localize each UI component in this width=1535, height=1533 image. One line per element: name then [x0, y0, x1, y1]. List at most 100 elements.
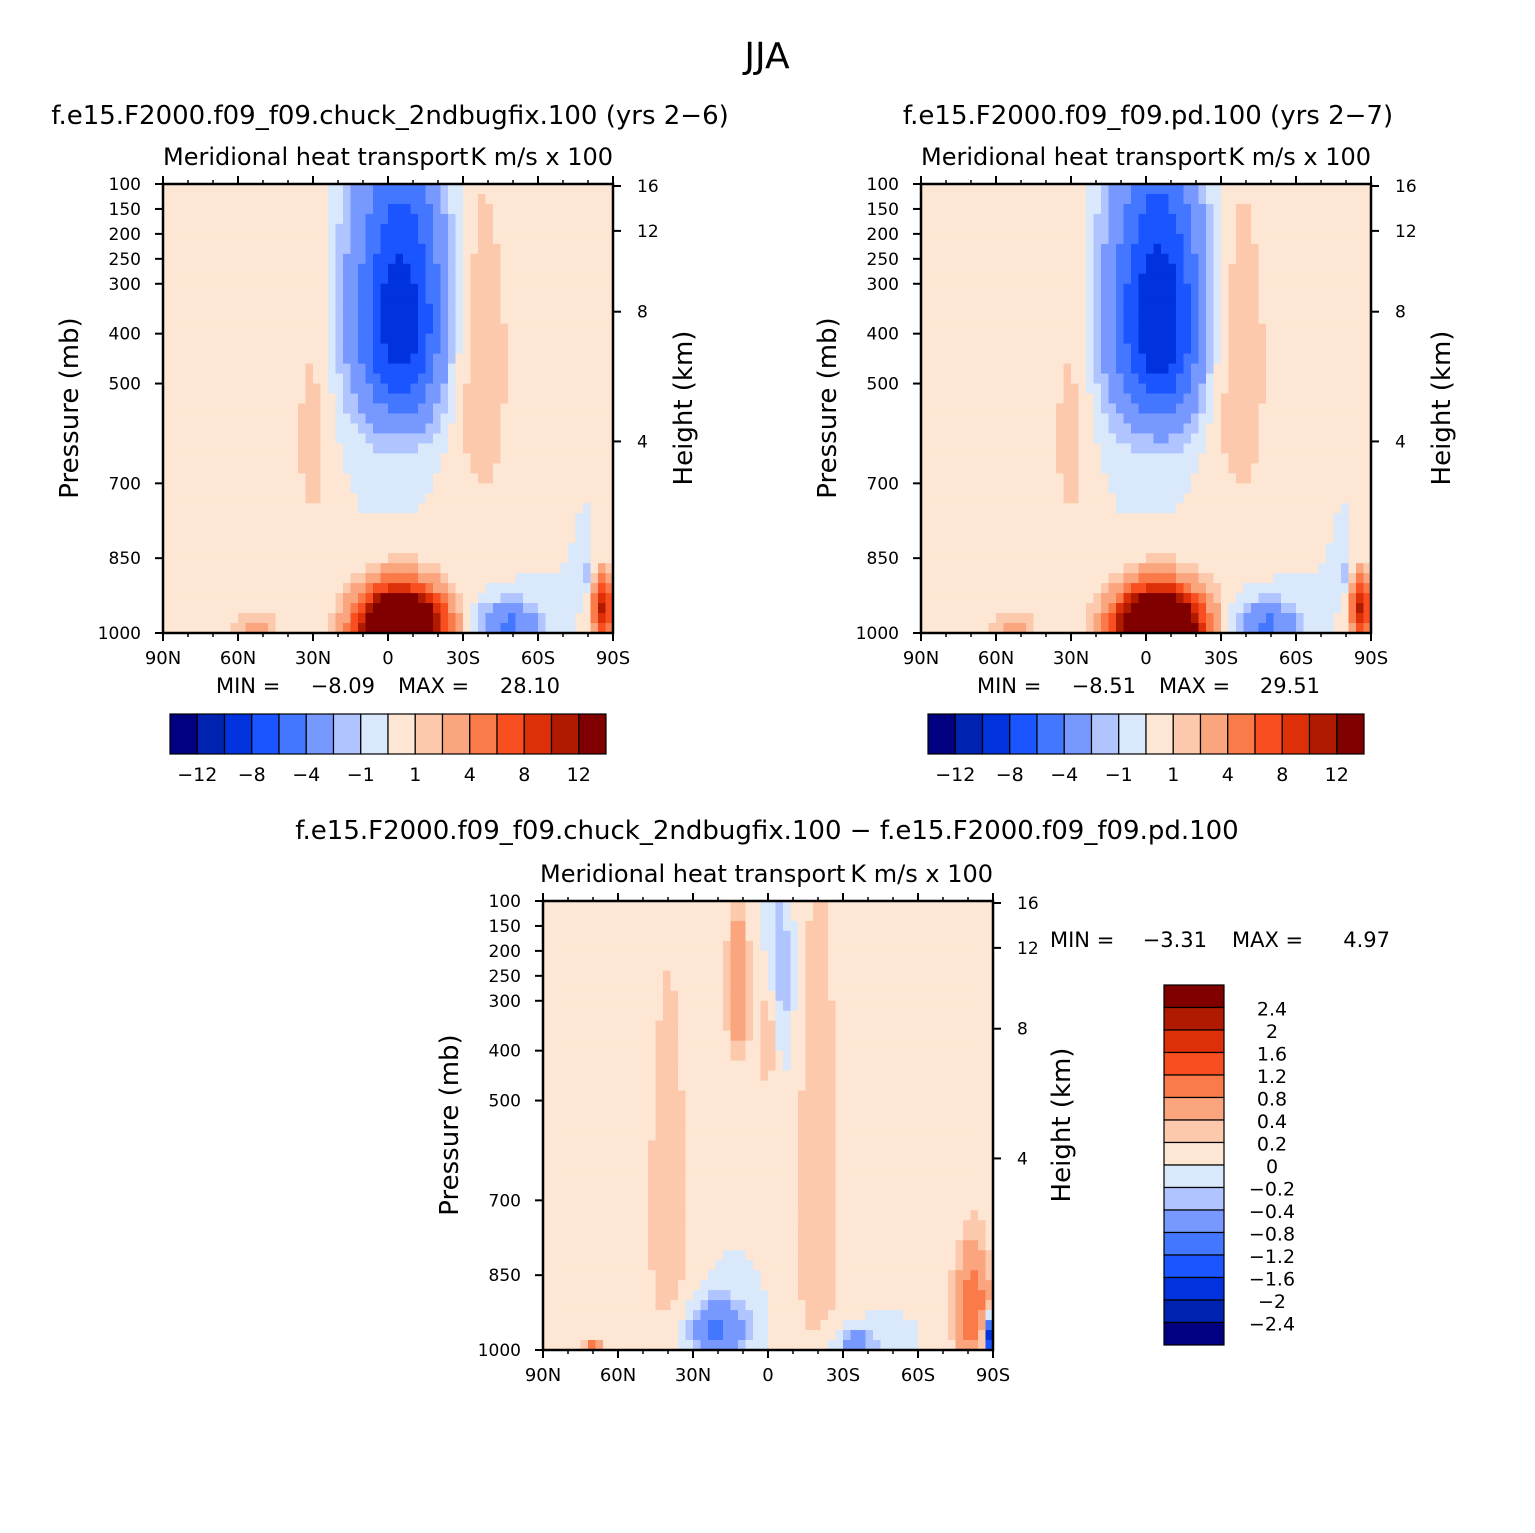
heatmap-cell	[1198, 463, 1207, 474]
heatmap-cell	[350, 363, 359, 375]
heatmap-cell	[260, 373, 269, 385]
panel-top-right: f.e15.F2000.f09_f09.pd.100 (yrs 2−7) Mer…	[813, 101, 1457, 786]
heatmap-cell	[200, 533, 209, 544]
heatmap-cell	[958, 323, 967, 335]
heatmap-cell	[1138, 293, 1147, 305]
heatmap-cell	[200, 563, 209, 574]
heatmap-cell	[170, 193, 179, 205]
heatmap-cell	[343, 303, 352, 315]
heatmap-cell	[448, 403, 457, 415]
heatmap-cell	[1221, 413, 1230, 425]
heatmap-cell	[1026, 313, 1035, 325]
heatmap-cell	[170, 293, 179, 305]
heatmap-cell	[493, 593, 502, 604]
heatmap-cell	[253, 413, 262, 425]
heatmap-cell	[1258, 323, 1267, 335]
heatmap-cell	[418, 473, 427, 484]
heatmap-cell	[245, 563, 254, 574]
heatmap-cell	[440, 184, 449, 195]
heatmap-cell	[1108, 313, 1117, 325]
heatmap-cell	[1131, 523, 1140, 534]
heatmap-cell	[253, 453, 262, 464]
heatmap-cell	[1221, 463, 1230, 474]
heatmap-cell	[478, 473, 487, 484]
heatmap-cell	[463, 373, 472, 385]
heatmap-cell	[245, 613, 254, 624]
heatmap-cell	[478, 323, 487, 335]
heatmap-cell	[973, 453, 982, 464]
heatmap-cell	[1011, 533, 1020, 544]
heatmap-cell	[1048, 263, 1057, 275]
heatmap-cell	[238, 473, 247, 484]
heatmap-cell	[553, 523, 562, 534]
heatmap-cell	[1101, 513, 1110, 524]
heatmap-cell	[590, 213, 599, 225]
heatmap-cell	[1198, 333, 1207, 345]
heatmap-cell	[553, 303, 562, 315]
heatmap-cell	[215, 213, 224, 225]
heatmap-cell	[223, 343, 232, 355]
heatmap-cell	[928, 443, 937, 454]
heatmap-cell	[1018, 383, 1027, 395]
heatmap-cell	[470, 563, 479, 574]
heatmap-cell	[1198, 273, 1207, 285]
heatmap-cell	[500, 593, 509, 604]
heatmap-cell	[981, 233, 990, 245]
heatmap-cell	[1206, 393, 1215, 405]
heatmap-cell	[418, 583, 427, 594]
heatmap-cell	[921, 543, 930, 554]
heatmap-cell	[1026, 253, 1035, 265]
heatmap-cell	[1356, 373, 1365, 385]
heatmap-cell	[1108, 413, 1117, 425]
heatmap-cell	[1273, 523, 1282, 534]
heatmap-cell	[958, 333, 967, 345]
heatmap-cell	[575, 443, 584, 454]
heatmap-cell	[1063, 463, 1072, 474]
heatmap-cell	[275, 343, 284, 355]
heatmap-cell	[973, 213, 982, 225]
heatmap-cell	[343, 483, 352, 494]
heatmap-cell	[545, 413, 554, 425]
heatmap-cell	[1236, 353, 1245, 365]
heatmap-cell	[973, 403, 982, 415]
heatmap-cell	[538, 263, 547, 275]
heatmap-cell	[1213, 463, 1222, 474]
heatmap-cell	[1116, 184, 1125, 195]
heatmap-cell	[305, 573, 314, 584]
heatmap-cell	[1041, 493, 1050, 504]
heatmap-cell	[440, 233, 449, 245]
heatmap-cell	[530, 363, 539, 375]
heatmap-cell	[238, 513, 247, 524]
heatmap-cell	[1063, 233, 1072, 245]
heatmap-cell	[388, 443, 397, 454]
heatmap-cell	[395, 593, 404, 604]
heatmap-cell	[1093, 203, 1102, 215]
heatmap-cell	[575, 223, 584, 235]
heatmap-cell	[433, 593, 442, 604]
heatmap-cell	[958, 483, 967, 494]
heatmap-cell	[958, 223, 967, 235]
heatmap-cell	[260, 403, 269, 415]
heatmap-cell	[380, 563, 389, 574]
heatmap-cell	[1303, 273, 1312, 285]
heatmap-cell	[425, 413, 434, 425]
heatmap-cell	[1093, 423, 1102, 435]
heatmap-cell	[215, 573, 224, 584]
heatmap-cell	[1363, 293, 1372, 305]
heatmap-cell	[440, 623, 449, 634]
heatmap-cell	[583, 583, 592, 594]
heatmap-cell	[343, 313, 352, 325]
heatmap-cell	[283, 273, 292, 285]
heatmap-cell	[238, 393, 247, 405]
heatmap-cell	[470, 363, 479, 375]
heatmap-cell	[538, 623, 547, 634]
heatmap-cell	[238, 353, 247, 365]
heatmap-cell	[921, 243, 930, 255]
heatmap-cell	[1251, 323, 1260, 335]
heatmap-cell	[290, 353, 299, 365]
heatmap-cell	[1168, 293, 1177, 305]
heatmap-cell	[395, 253, 404, 265]
heatmap-cell	[320, 613, 329, 624]
heatmap-cell	[575, 523, 584, 534]
heatmap-cell	[988, 313, 997, 325]
